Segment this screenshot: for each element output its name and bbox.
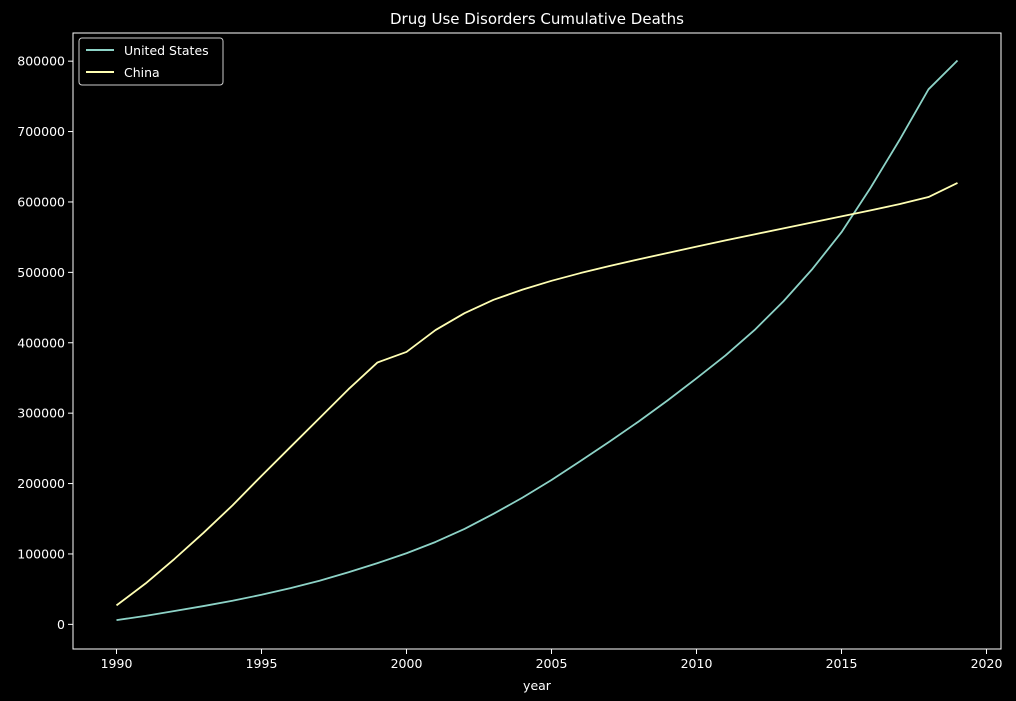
y-tick-label: 300000: [17, 406, 65, 421]
x-axis: 1990 1995 2000 2005 2010 2015 2020: [101, 649, 1003, 671]
series-group: [115, 59, 959, 622]
y-tick-label: 200000: [17, 476, 65, 491]
y-tick-label: 700000: [17, 124, 65, 139]
y-tick-label: 400000: [17, 335, 65, 350]
y-tick-label: 800000: [17, 54, 65, 69]
y-tick-label: 600000: [17, 194, 65, 209]
plot-frame: [72, 32, 1002, 650]
y-tick-label: 500000: [17, 265, 65, 280]
y-axis: 0 100000 200000 300000 400000 500000 600000 700…: [17, 54, 73, 632]
legend: United States China: [78, 37, 224, 86]
x-axis-label: year: [523, 678, 552, 693]
x-tick-label: 2010: [681, 656, 713, 671]
legend-label-china: China: [124, 65, 160, 80]
x-tick-label: 2015: [826, 656, 858, 671]
y-tick-label: 0: [57, 617, 65, 632]
x-tick-label: 1995: [246, 656, 278, 671]
x-tick-label: 2020: [971, 656, 1003, 671]
legend-box: [78, 37, 224, 86]
y-tick-label: 100000: [17, 546, 65, 561]
chart-title: Drug Use Disorders Cumulative Deaths: [390, 10, 684, 28]
x-tick-label: 1990: [101, 656, 133, 671]
x-tick-label: 2000: [391, 656, 423, 671]
series-line-united-states: [116, 59, 959, 622]
x-tick-label: 2005: [536, 656, 568, 671]
legend-label-united-states: United States: [124, 43, 209, 58]
series-line-china: [115, 182, 958, 607]
